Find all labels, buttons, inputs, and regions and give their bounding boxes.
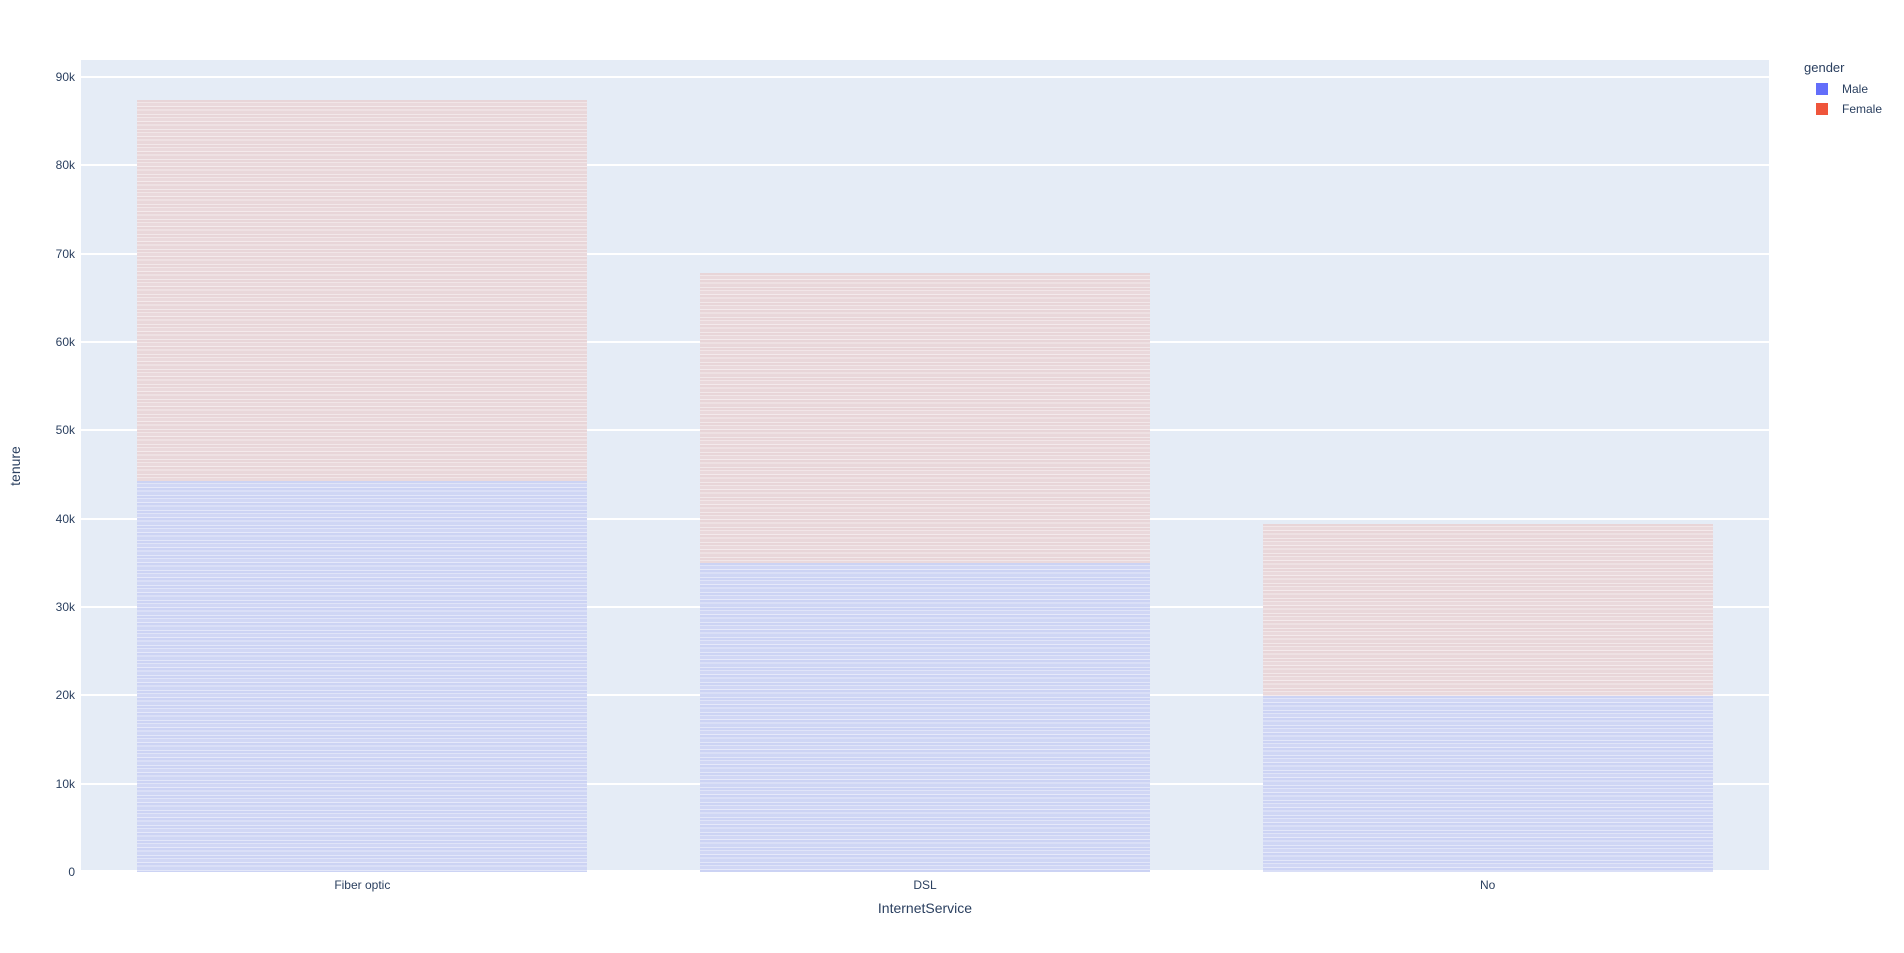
legend-label-male: Male	[1842, 82, 1869, 96]
bar-female-fiber-optic[interactable]	[137, 99, 588, 482]
bar-male-fiber-optic[interactable]	[137, 481, 588, 872]
x-tick-fiber-optic: Fiber optic	[334, 878, 391, 892]
y-axis-title: tenure	[0, 60, 30, 872]
legend-title: gender	[1804, 60, 1845, 75]
legend: gender Male Female	[1800, 60, 1882, 122]
y-tick-50k: 50k	[55, 423, 75, 438]
y-tick-20k: 20k	[55, 688, 75, 703]
x-axis-title: InternetService	[877, 900, 973, 916]
x-tick-no: No	[1479, 878, 1496, 892]
legend-swatch-female-icon	[1816, 103, 1828, 115]
y-tick-70k: 70k	[55, 246, 75, 261]
bar-male-dsl[interactable]	[699, 562, 1151, 872]
legend-item-male[interactable]: Male	[1816, 82, 1882, 96]
gridline-70k	[81, 252, 1769, 255]
legend-label-female: Female	[1842, 102, 1883, 116]
y-tick-0: 0	[68, 865, 75, 879]
y-tick-40k: 40k	[55, 511, 75, 526]
bar-male-no[interactable]	[1262, 696, 1713, 872]
legend-swatch-male-icon	[1816, 83, 1828, 95]
y-axis-title-text: tenure	[7, 446, 24, 486]
bar-female-no[interactable]	[1262, 523, 1713, 697]
legend-item-female[interactable]: Female	[1816, 102, 1882, 116]
plot-area[interactable]	[81, 60, 1769, 872]
gridline-80k	[81, 164, 1769, 167]
y-tick-60k: 60k	[55, 334, 75, 349]
y-tick-90k: 90k	[55, 69, 75, 84]
y-tick-30k: 30k	[55, 599, 75, 614]
x-tick-dsl: DSL	[913, 878, 937, 892]
y-tick-10k: 10k	[55, 776, 75, 791]
bar-female-dsl[interactable]	[699, 272, 1151, 563]
y-tick-80k: 80k	[55, 158, 75, 173]
gridline-90k	[81, 75, 1769, 78]
